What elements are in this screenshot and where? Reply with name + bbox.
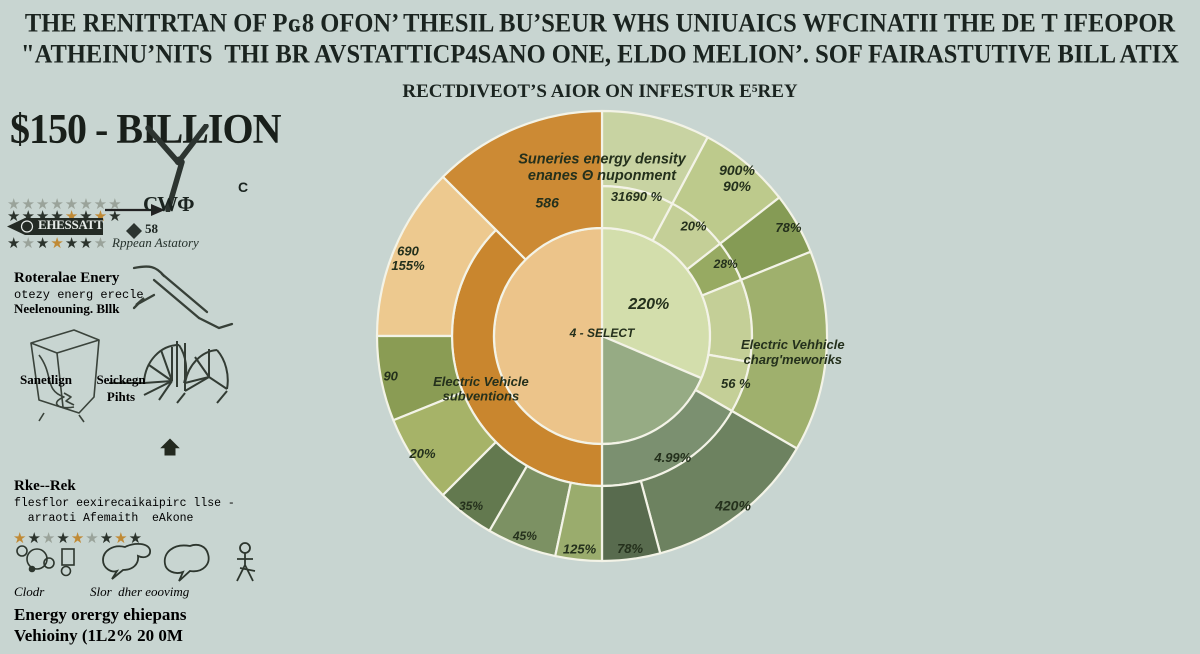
svg-text:56 %: 56 %	[721, 376, 751, 391]
svg-text:690: 690	[397, 243, 419, 258]
svg-text:78%: 78%	[617, 541, 643, 556]
svg-text:charg'meworiks: charg'meworiks	[744, 352, 842, 367]
svg-text:900%: 900%	[719, 162, 755, 178]
svg-text:90: 90	[383, 369, 398, 384]
svg-text:28%: 28%	[713, 257, 738, 271]
svg-text:20%: 20%	[680, 218, 707, 233]
svg-text:90%: 90%	[723, 178, 752, 194]
svg-text:586: 586	[536, 195, 560, 211]
svg-text:Suneries energy density: Suneries energy density	[518, 152, 687, 168]
svg-text:31690 %: 31690 %	[611, 189, 663, 204]
svg-text:45%: 45%	[512, 529, 537, 543]
svg-text:220%: 220%	[627, 296, 669, 313]
svg-text:20%: 20%	[408, 446, 435, 461]
svg-text:enanes Θ nuponment: enanes Θ nuponment	[528, 168, 677, 184]
svg-text:155%: 155%	[391, 258, 425, 273]
svg-text:420%: 420%	[714, 498, 751, 514]
svg-text:35%: 35%	[459, 499, 483, 513]
svg-text:78%: 78%	[775, 220, 801, 235]
svg-text:4 - SELECT: 4 - SELECT	[569, 326, 636, 340]
svg-text:Electric Vehicle: Electric Vehicle	[433, 374, 529, 389]
svg-text:subventions: subventions	[443, 389, 520, 404]
svg-text:Electric Vehhicle: Electric Vehhicle	[741, 337, 845, 352]
svg-text:125%: 125%	[563, 542, 597, 557]
svg-text:4.99%: 4.99%	[653, 450, 691, 465]
